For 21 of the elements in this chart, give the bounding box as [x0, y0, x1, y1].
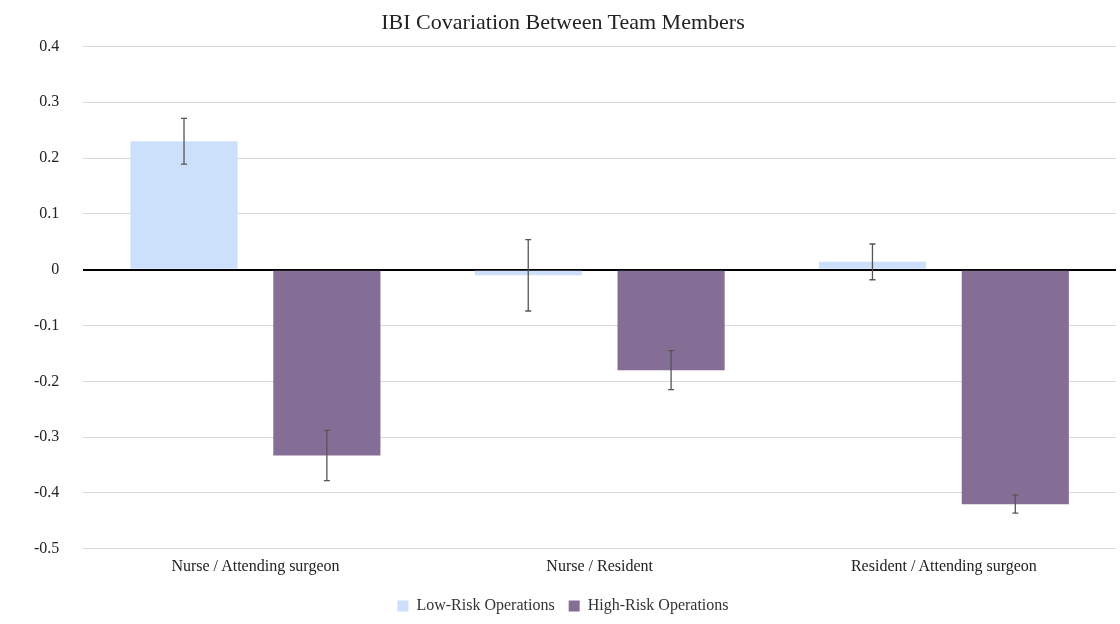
bar [818, 261, 927, 269]
x-tick-label: Resident / Attending surgeon [850, 556, 1037, 575]
bar [961, 270, 1069, 505]
y-tick-label: 0.1 [39, 204, 60, 222]
x-tick-label: Nurse / Resident [546, 556, 654, 574]
bar [130, 141, 238, 269]
y-tick-label: 0 [51, 259, 60, 277]
y-tick-label: 0.4 [39, 36, 60, 54]
y-tick-label: 0.2 [39, 148, 60, 166]
y-tick-label: -0.3 [34, 427, 60, 445]
y-tick-label: -0.4 [34, 483, 60, 501]
y-tick-label: -0.5 [34, 539, 60, 556]
y-tick-label: -0.2 [34, 371, 60, 389]
bar [273, 270, 381, 456]
y-tick-label: -0.1 [34, 315, 60, 333]
chart-title: IBI Covariation Between Team Members [381, 8, 745, 34]
x-tick-label: Nurse / Attending surgeon [171, 556, 340, 575]
legend-label: High-Risk Operations [587, 596, 729, 615]
bar [617, 270, 725, 371]
legend-label: Low-Risk Operations [416, 596, 555, 615]
y-tick-label: 0.3 [39, 92, 60, 110]
